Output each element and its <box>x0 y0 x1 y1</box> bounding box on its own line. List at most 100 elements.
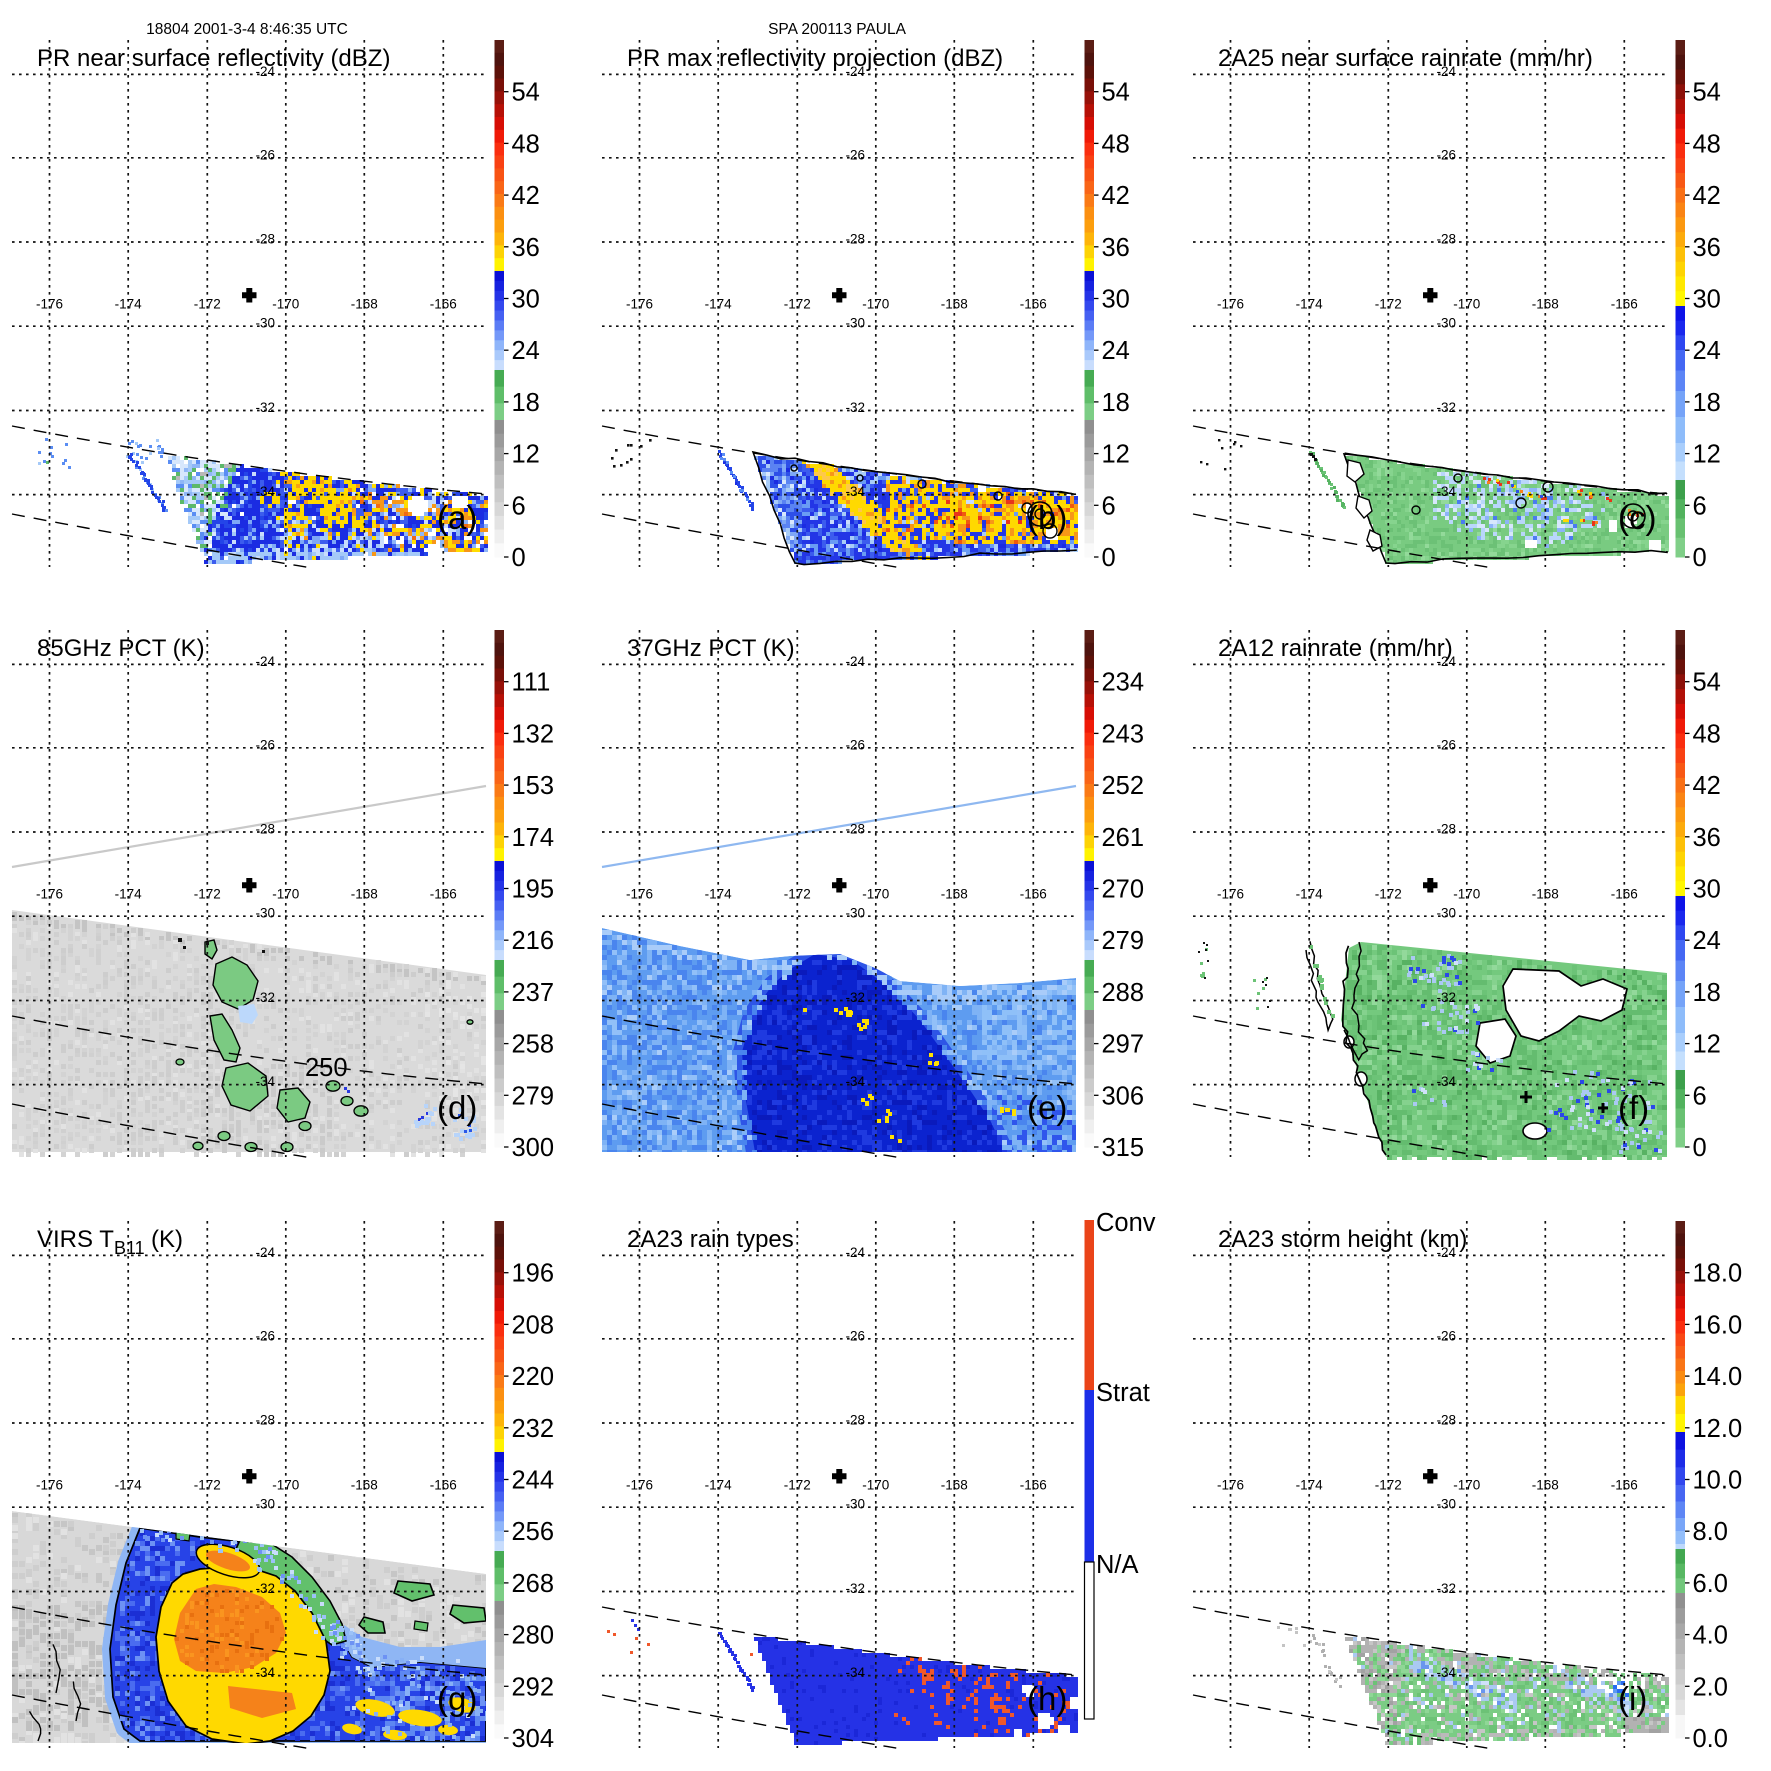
svg-text:(a): (a) <box>437 499 477 536</box>
svg-text:0: 0 <box>1102 544 1116 572</box>
svg-text:12: 12 <box>1102 441 1130 469</box>
svg-text:54: 54 <box>1693 79 1721 107</box>
svg-text:18.0: 18.0 <box>1693 1260 1743 1288</box>
svg-text:(c): (c) <box>1618 499 1656 536</box>
svg-text:196: 196 <box>512 1260 555 1288</box>
svg-text:4.0: 4.0 <box>1693 1622 1728 1650</box>
svg-text:24: 24 <box>1102 337 1130 365</box>
svg-text:42: 42 <box>1102 182 1130 210</box>
svg-text:(h): (h) <box>1027 1680 1067 1717</box>
svg-text:216: 216 <box>512 927 555 955</box>
svg-text:153: 153 <box>512 772 555 800</box>
svg-text:0.0: 0.0 <box>1693 1725 1728 1753</box>
svg-text:261: 261 <box>1102 824 1145 852</box>
svg-text:42: 42 <box>1693 772 1721 800</box>
svg-text:132: 132 <box>512 720 555 748</box>
svg-text:37GHz PCT (K): 37GHz PCT (K) <box>627 635 795 662</box>
svg-text:(f): (f) <box>1618 1089 1649 1126</box>
svg-text:30: 30 <box>1693 286 1721 314</box>
svg-text:N/A: N/A <box>1096 1551 1139 1579</box>
svg-text:36: 36 <box>512 234 540 262</box>
svg-text:85GHz PCT (K): 85GHz PCT (K) <box>37 635 205 662</box>
svg-text:PR near surface reflectivity (: PR near surface reflectivity (dBZ) <box>37 45 390 72</box>
svg-text:24: 24 <box>512 337 540 365</box>
svg-text:12: 12 <box>1693 441 1721 469</box>
svg-text:208: 208 <box>512 1311 555 1339</box>
svg-text:256: 256 <box>512 1518 555 1546</box>
svg-text:18: 18 <box>1693 979 1721 1007</box>
svg-text:SPA 200113 PAULA: SPA 200113 PAULA <box>768 21 907 38</box>
svg-text:297: 297 <box>1102 1031 1145 1059</box>
svg-text:6.0: 6.0 <box>1693 1570 1728 1598</box>
svg-text:2A23 rain types: 2A23 rain types <box>627 1226 794 1253</box>
svg-text:18: 18 <box>512 389 540 417</box>
svg-text:300: 300 <box>512 1134 555 1162</box>
svg-text:258: 258 <box>512 1031 555 1059</box>
svg-text:54: 54 <box>1693 669 1721 697</box>
svg-text:0: 0 <box>1693 544 1707 572</box>
svg-text:18: 18 <box>1693 389 1721 417</box>
svg-text:Strat: Strat <box>1096 1379 1150 1407</box>
svg-text:54: 54 <box>512 79 540 107</box>
svg-text:(b): (b) <box>1027 499 1067 536</box>
svg-text:48: 48 <box>1102 130 1130 158</box>
svg-text:VIRS T: VIRS T <box>37 1226 114 1253</box>
svg-text:2A25 near surface rainrate (mm: 2A25 near surface rainrate (mm/hr) <box>1218 45 1593 72</box>
svg-text:12: 12 <box>512 441 540 469</box>
svg-text:243: 243 <box>1102 720 1145 748</box>
svg-text:174: 174 <box>512 824 555 852</box>
svg-text:30: 30 <box>1102 286 1130 314</box>
svg-text:315: 315 <box>1102 1134 1145 1162</box>
svg-text:18: 18 <box>1102 389 1130 417</box>
svg-text:304: 304 <box>512 1725 555 1753</box>
svg-text:234: 234 <box>1102 669 1145 697</box>
svg-text:279: 279 <box>1102 927 1145 955</box>
svg-text:2A23 storm height (km): 2A23 storm height (km) <box>1218 1226 1467 1253</box>
svg-text:30: 30 <box>512 286 540 314</box>
svg-text:6: 6 <box>1693 492 1707 520</box>
svg-text:6: 6 <box>1693 1082 1707 1110</box>
svg-text:36: 36 <box>1102 234 1130 262</box>
svg-text:252: 252 <box>1102 772 1145 800</box>
svg-text:292: 292 <box>512 1673 555 1701</box>
svg-text:8.0: 8.0 <box>1693 1518 1728 1546</box>
svg-text:288: 288 <box>1102 979 1145 1007</box>
svg-text:42: 42 <box>512 182 540 210</box>
svg-text:244: 244 <box>512 1467 555 1495</box>
svg-text:279: 279 <box>512 1082 555 1110</box>
svg-text:232: 232 <box>512 1415 555 1443</box>
svg-text:PR max reflectivity projection: PR max reflectivity projection (dBZ) <box>627 45 1003 72</box>
svg-text:6: 6 <box>512 492 526 520</box>
svg-text:280: 280 <box>512 1622 555 1650</box>
svg-text:24: 24 <box>1693 927 1721 955</box>
svg-text:48: 48 <box>1693 720 1721 748</box>
svg-text:(d): (d) <box>437 1089 477 1126</box>
svg-text:16.0: 16.0 <box>1693 1311 1743 1339</box>
svg-text:268: 268 <box>512 1570 555 1598</box>
svg-text:270: 270 <box>1102 876 1145 904</box>
svg-text:(i): (i) <box>1618 1680 1647 1717</box>
svg-text:24: 24 <box>1693 337 1721 365</box>
svg-text:(K): (K) <box>151 1226 183 1253</box>
svg-text:12.0: 12.0 <box>1693 1415 1743 1443</box>
svg-text:30: 30 <box>1693 876 1721 904</box>
svg-text:2A12 rainrate (mm/hr): 2A12 rainrate (mm/hr) <box>1218 635 1453 662</box>
svg-text:220: 220 <box>512 1363 555 1391</box>
svg-text:0: 0 <box>512 544 526 572</box>
svg-text:48: 48 <box>1693 130 1721 158</box>
svg-text:42: 42 <box>1693 182 1721 210</box>
svg-text:0: 0 <box>1693 1134 1707 1162</box>
svg-text:237: 237 <box>512 979 555 1007</box>
svg-text:12: 12 <box>1693 1031 1721 1059</box>
svg-text:48: 48 <box>512 130 540 158</box>
svg-text:306: 306 <box>1102 1082 1145 1110</box>
svg-text:195: 195 <box>512 876 555 904</box>
svg-text:18804 2001-3-4 8:46:35 UTC: 18804 2001-3-4 8:46:35 UTC <box>146 21 348 38</box>
svg-text:Conv: Conv <box>1096 1209 1156 1237</box>
svg-text:(g): (g) <box>437 1680 477 1717</box>
svg-text:B11: B11 <box>114 1238 145 1258</box>
svg-text:6: 6 <box>1102 492 1116 520</box>
svg-text:2.0: 2.0 <box>1693 1673 1728 1701</box>
svg-text:54: 54 <box>1102 79 1130 107</box>
svg-text:10.0: 10.0 <box>1693 1467 1743 1495</box>
